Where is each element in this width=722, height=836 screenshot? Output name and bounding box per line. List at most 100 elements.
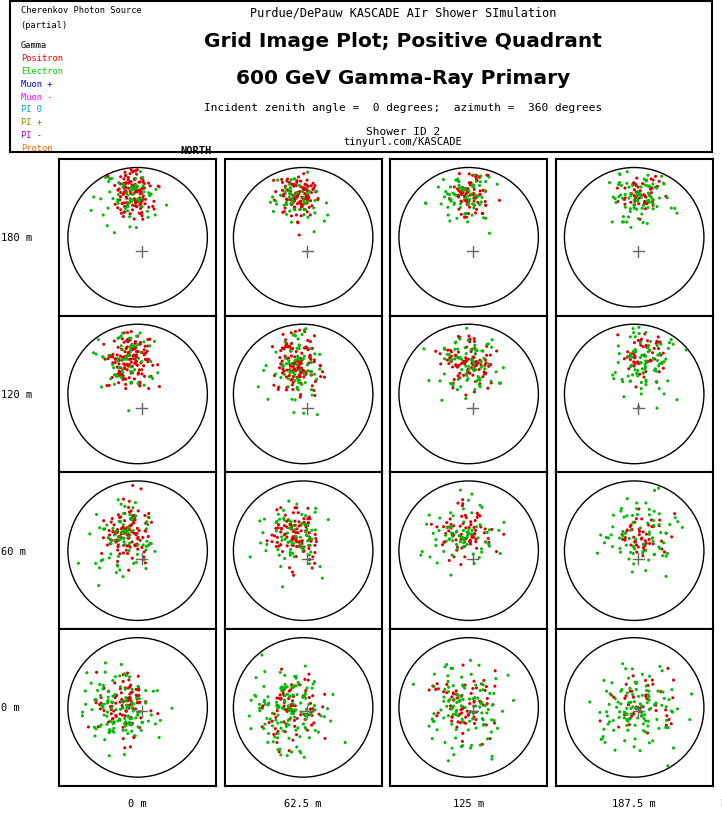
Point	[275, 371, 287, 385]
Point	[451, 190, 463, 203]
Point	[284, 514, 295, 528]
Point	[278, 682, 290, 696]
Point	[474, 509, 486, 522]
Point	[302, 708, 313, 721]
Point	[304, 533, 316, 547]
Point	[654, 514, 666, 528]
Point	[131, 539, 142, 553]
Point	[626, 685, 638, 698]
Point	[103, 524, 115, 538]
Point	[471, 521, 482, 534]
Point	[287, 507, 299, 520]
Point	[597, 730, 609, 743]
Point	[277, 684, 289, 697]
Point	[302, 334, 313, 348]
Point	[439, 191, 451, 204]
Point	[134, 377, 146, 390]
Point	[113, 530, 124, 543]
Point	[116, 526, 128, 539]
Point	[290, 534, 302, 548]
Point	[460, 207, 471, 221]
Point	[626, 359, 638, 373]
Point	[617, 657, 629, 670]
Point	[632, 194, 643, 207]
Point	[454, 707, 466, 721]
Point	[288, 525, 300, 538]
Point	[133, 684, 144, 697]
Point	[465, 705, 477, 718]
Point	[641, 684, 653, 697]
Point	[656, 535, 667, 548]
Point	[614, 348, 625, 361]
Point	[295, 535, 306, 548]
Point	[635, 189, 647, 202]
Point	[466, 529, 478, 543]
Point	[136, 724, 147, 737]
Point	[442, 201, 453, 215]
Point	[477, 719, 489, 732]
Point	[291, 522, 303, 536]
Point	[458, 183, 469, 196]
Point	[474, 189, 486, 202]
Point	[642, 201, 653, 215]
Point	[293, 355, 305, 369]
Point	[121, 186, 132, 200]
Point	[438, 536, 450, 549]
Point	[487, 750, 498, 763]
Point	[445, 355, 457, 369]
Point	[452, 361, 464, 375]
Point	[132, 368, 144, 381]
Point	[110, 353, 121, 366]
Point	[139, 557, 151, 570]
Point	[278, 504, 290, 517]
Point	[621, 702, 632, 716]
Point	[482, 382, 494, 395]
Point	[291, 540, 303, 553]
Point	[297, 199, 309, 212]
Point	[109, 528, 121, 542]
Point	[268, 735, 279, 748]
Point	[458, 183, 470, 196]
Point	[295, 747, 307, 760]
Point	[634, 525, 645, 538]
Point	[95, 689, 106, 702]
Point	[287, 690, 299, 703]
Point	[126, 343, 138, 356]
Point	[136, 206, 147, 220]
Point	[467, 189, 479, 202]
Point	[152, 684, 163, 697]
Point	[285, 343, 297, 356]
Point	[134, 524, 145, 538]
Text: PI -: PI -	[21, 131, 42, 140]
Point	[131, 186, 143, 199]
Point	[310, 535, 322, 548]
Point	[451, 526, 462, 539]
Point	[635, 382, 647, 395]
Point	[289, 351, 300, 364]
Point	[282, 380, 294, 394]
Point	[282, 513, 294, 527]
Point	[288, 370, 300, 384]
Point	[147, 359, 159, 373]
Point	[643, 508, 655, 522]
Point	[279, 336, 291, 349]
Point	[643, 190, 655, 203]
Point	[275, 189, 287, 202]
Point	[268, 728, 279, 742]
Point	[271, 732, 283, 745]
Point	[302, 196, 313, 209]
Point	[90, 696, 102, 710]
Point	[118, 526, 130, 539]
Point	[107, 522, 118, 535]
Point	[648, 505, 660, 518]
Point	[115, 171, 126, 184]
Point	[136, 716, 148, 729]
Point	[472, 196, 484, 210]
Point	[97, 699, 108, 712]
Point	[270, 368, 282, 381]
Point	[121, 187, 132, 201]
Point	[439, 353, 451, 366]
Point	[277, 189, 289, 202]
Point	[451, 704, 462, 717]
Point	[296, 537, 308, 550]
